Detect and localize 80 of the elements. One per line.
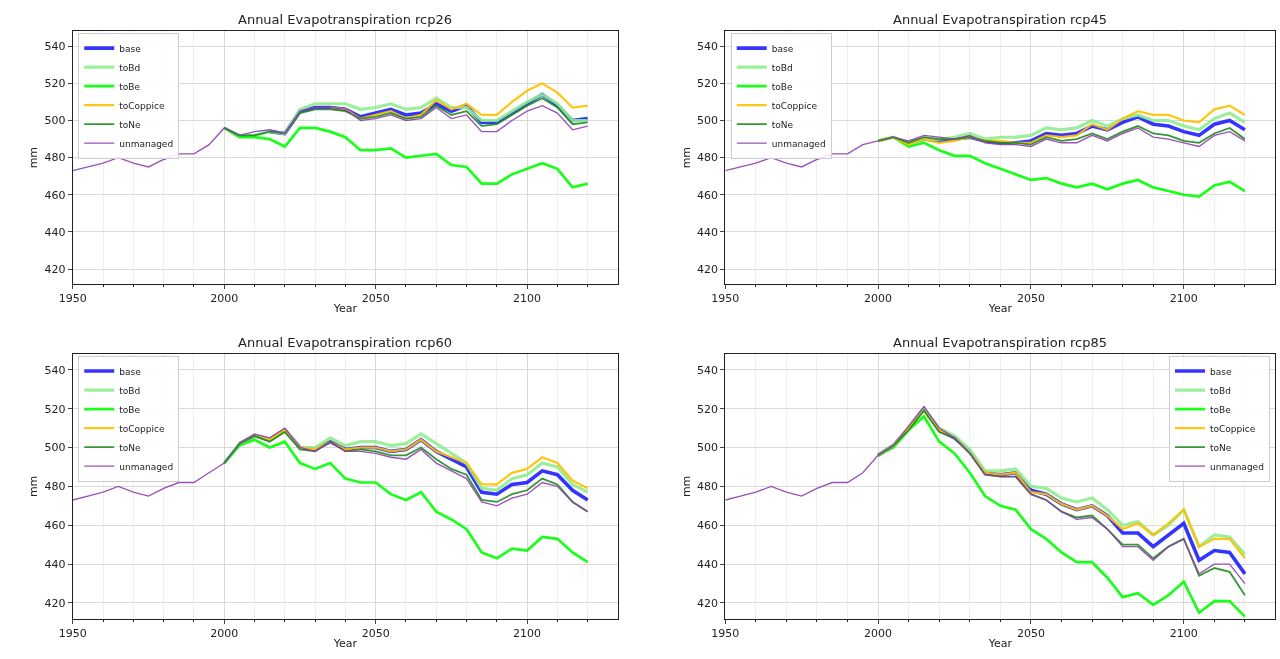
y-tick-label: 460 [44, 188, 66, 202]
y-tick-label: 460 [697, 188, 719, 202]
y-axis-title: mm [679, 475, 693, 498]
legend-label: toCoppice [119, 100, 165, 111]
y-tick-label: 420 [697, 262, 719, 276]
y-tick-label: 440 [44, 225, 66, 239]
chart-title: Annual Evapotranspiration rcp26 [238, 12, 453, 27]
legend-label: toBe [771, 81, 793, 92]
legend-label: toNe [771, 119, 794, 130]
y-tick-label: 500 [697, 114, 719, 128]
y-tick-label: 500 [44, 441, 66, 455]
legend-label: unmanaged [119, 461, 174, 472]
y-tick-label: 520 [697, 77, 719, 91]
legend-label: toNe [119, 119, 142, 130]
y-tick-label: 480 [44, 480, 66, 494]
x-tick-label: 2100 [513, 292, 542, 306]
x-tick-label: 2050 [1016, 292, 1045, 306]
y-tick-label: 480 [44, 151, 66, 165]
y-tick-label: 460 [44, 519, 66, 533]
chart-title: Annual Evapotranspiration rcp60 [238, 335, 453, 350]
x-tick-label: 2000 [864, 292, 893, 306]
y-tick-label: 500 [697, 441, 719, 455]
y-tick-label: 440 [697, 557, 719, 571]
legend-label: toCoppice [1209, 423, 1256, 434]
legend-label: base [119, 43, 142, 54]
y-tick-label: 480 [697, 480, 719, 494]
chart-title: Annual Evapotranspiration rcp45 [893, 12, 1108, 27]
x-tick-label: 2050 [361, 626, 390, 640]
legend-label: toBd [1209, 385, 1231, 396]
x-tick-label: 2100 [513, 626, 542, 640]
legend-label: toBe [119, 81, 141, 92]
x-tick-label: 2000 [864, 626, 893, 640]
legend-label: unmanaged [119, 138, 174, 149]
legend-label: base [1209, 366, 1232, 377]
y-tick-label: 500 [44, 114, 66, 128]
x-axis-title: Year [987, 636, 1013, 650]
x-tick-label: 2000 [210, 292, 239, 306]
y-tick-label: 540 [44, 363, 66, 377]
x-axis-title: Year [987, 302, 1013, 316]
x-tick-label: 2100 [1169, 292, 1198, 306]
y-tick-label: 440 [697, 225, 719, 239]
y-tick-label: 420 [44, 262, 66, 276]
x-tick-label: 2100 [1169, 626, 1198, 640]
x-tick-label: 1950 [58, 626, 87, 640]
x-tick-label: 1950 [58, 292, 87, 306]
legend-label: toBe [1209, 404, 1232, 415]
legend-label: base [771, 43, 794, 54]
legend-label: toNe [119, 442, 142, 453]
y-axis-title: mm [27, 146, 41, 169]
x-tick-label: 1950 [711, 292, 740, 306]
y-tick-label: 420 [697, 596, 719, 610]
legend-label: unmanaged [771, 138, 826, 149]
legend-label: toCoppice [119, 423, 165, 434]
y-tick-label: 440 [44, 557, 66, 571]
y-tick-label: 480 [697, 151, 719, 165]
y-tick-label: 520 [697, 402, 719, 416]
legend-label: base [119, 366, 142, 377]
y-axis-title: mm [679, 146, 693, 169]
chart-title: Annual Evapotranspiration rcp85 [893, 335, 1108, 350]
legend-label: toBe [119, 404, 141, 415]
y-tick-label: 540 [44, 40, 66, 54]
y-tick-label: 520 [44, 77, 66, 91]
legend-label: toBd [119, 385, 141, 396]
y-tick-label: 540 [697, 40, 719, 54]
y-tick-label: 540 [697, 363, 719, 377]
legend-label: toCoppice [771, 100, 818, 111]
x-tick-label: 2050 [361, 292, 390, 306]
y-tick-label: 460 [697, 519, 719, 533]
x-tick-label: 2050 [1016, 626, 1045, 640]
y-axis-title: mm [27, 475, 41, 498]
x-axis-title: Year [332, 302, 358, 316]
legend-label: toBd [119, 62, 141, 73]
legend-label: toNe [1209, 442, 1232, 453]
legend-label: toBd [771, 62, 793, 73]
y-tick-label: 420 [44, 596, 66, 610]
x-tick-label: 1950 [711, 626, 740, 640]
x-axis-title: Year [332, 636, 358, 650]
x-tick-label: 2000 [210, 626, 239, 640]
y-tick-label: 520 [44, 402, 66, 416]
legend-label: unmanaged [1209, 461, 1264, 472]
